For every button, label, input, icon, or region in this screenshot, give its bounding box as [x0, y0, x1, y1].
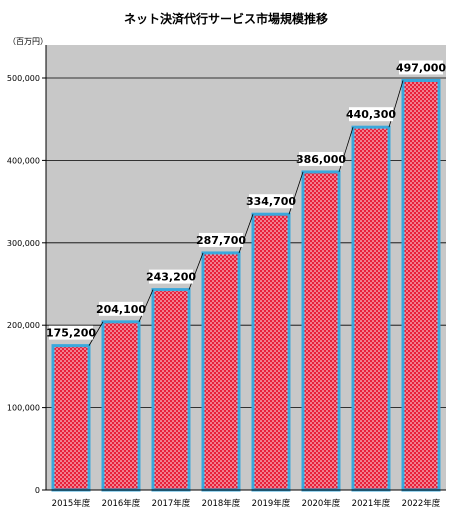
x-tick-label: 2018年度: [202, 498, 241, 509]
value-label-box: [299, 151, 343, 166]
y-tick-label: 400,000: [7, 156, 40, 165]
x-tick-label: 2022年度: [402, 498, 441, 509]
x-tick-label: 2015年度: [52, 498, 91, 509]
x-tick-label: 2017年度: [152, 498, 191, 509]
x-tick-label: 2016年度: [102, 498, 141, 509]
value-label-box: [49, 325, 93, 340]
value-label: 386,000: [296, 153, 346, 166]
axes: [45, 45, 446, 491]
value-label: 334,700: [246, 195, 296, 208]
y-tick-label: 300,000: [7, 239, 40, 248]
x-tick-label: 2019年度: [252, 498, 291, 509]
bar: [251, 212, 291, 492]
value-label-box: [199, 232, 243, 247]
bar: [401, 78, 441, 492]
chart-title: ネット決済代行サービス市場規模推移: [123, 12, 328, 26]
value-label: 175,200: [46, 327, 96, 340]
connector-line: [138, 289, 154, 322]
bar: [301, 170, 341, 492]
value-label: 204,100: [96, 303, 146, 316]
value-label-box: [349, 107, 393, 122]
value-label: 440,300: [346, 108, 396, 121]
x-axis-tick-labels: 2015年度 2016年度 2017年度 2018年度 2019年度 2020年度 2021…: [52, 498, 441, 509]
y-tick-label: 200,000: [7, 321, 40, 330]
bar: [151, 288, 191, 492]
value-label-box: [99, 301, 143, 316]
value-label: 497,000: [396, 61, 446, 74]
value-label: 243,200: [146, 271, 196, 284]
y-tick-label: 500,000: [7, 74, 40, 83]
x-tick-label: 2020年度: [302, 498, 341, 509]
x-tick-label: 2021年度: [352, 498, 391, 509]
y-axis-tick-labels: 0 100,000 200,000 300,000 400,000 500,000: [7, 74, 40, 495]
bars: [51, 78, 441, 492]
bar: [201, 251, 241, 492]
bar: [101, 320, 141, 492]
value-label-box: [149, 269, 193, 284]
unit-label: （百万円）: [8, 37, 48, 46]
bar: [51, 344, 91, 492]
y-tick-label: 0: [35, 486, 40, 495]
value-label-box: [399, 60, 443, 75]
connector-line: [88, 321, 104, 346]
value-label: 287,700: [196, 234, 246, 247]
value-label-box: [249, 194, 293, 209]
y-tick-label: 100,000: [7, 404, 40, 413]
bar: [351, 125, 391, 492]
